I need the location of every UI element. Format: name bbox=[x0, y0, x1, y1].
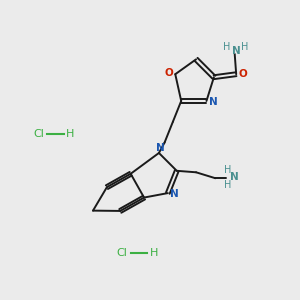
Text: Cl: Cl bbox=[116, 248, 127, 257]
Text: H: H bbox=[242, 43, 249, 52]
Text: H: H bbox=[66, 129, 74, 139]
Text: H: H bbox=[223, 43, 230, 52]
Text: O: O bbox=[164, 68, 173, 78]
Text: O: O bbox=[238, 69, 247, 79]
Text: N: N bbox=[170, 189, 179, 199]
Text: H: H bbox=[149, 248, 158, 257]
Text: H: H bbox=[224, 180, 231, 190]
Text: N: N bbox=[232, 46, 241, 56]
Text: N: N bbox=[230, 172, 239, 182]
Text: H: H bbox=[224, 165, 231, 175]
Text: Cl: Cl bbox=[33, 129, 44, 139]
Text: N: N bbox=[156, 142, 165, 153]
Text: N: N bbox=[208, 98, 217, 107]
